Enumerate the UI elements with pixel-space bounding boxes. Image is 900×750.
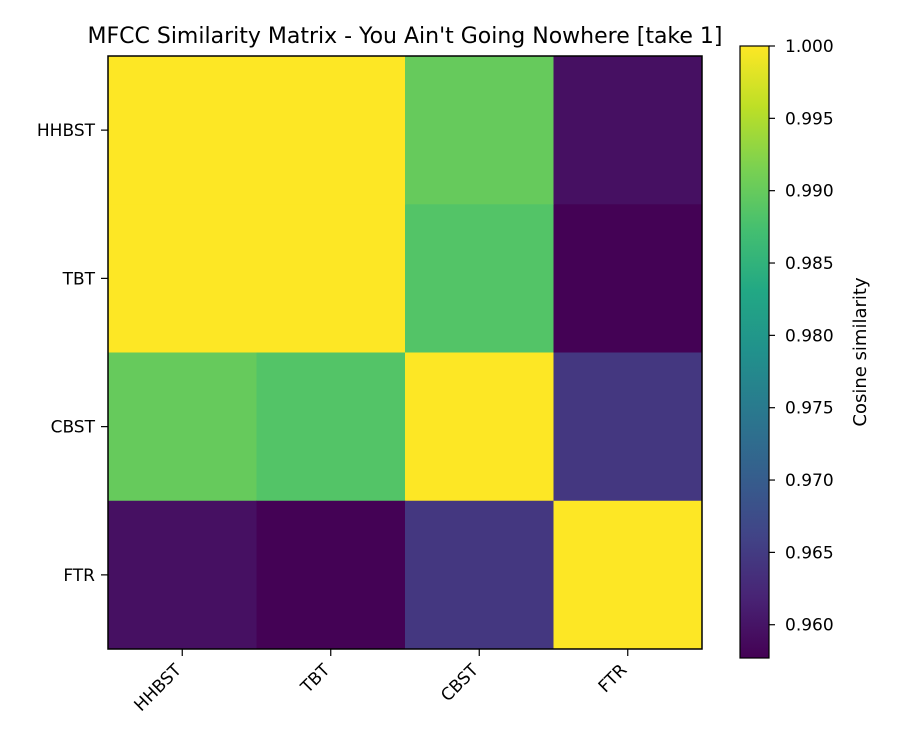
colorbar [739, 45, 770, 659]
heatmap-cell-hhbst-tbt [256, 56, 406, 205]
heatmap-cell-cbst-hhbst [108, 352, 257, 502]
colorbar-tick-label: 0.985 [785, 254, 834, 274]
x-tick-label-ftr: FTR [595, 660, 632, 697]
heatmap-cell-hhbst-hhbst [108, 56, 257, 205]
colorbar-label: Cosine similarity [850, 277, 871, 427]
colorbar-tick-label: 0.960 [785, 616, 834, 636]
heatmap-cell-tbt-ftr [553, 204, 703, 353]
x-tick-label-tbt: TBT [296, 660, 334, 698]
heatmap-cell-tbt-tbt [256, 204, 406, 353]
x-tick-label-hhbst: HHBST [131, 660, 187, 716]
colorbar-tick-label: 1.000 [785, 37, 834, 57]
colorbar-tick-label: 0.990 [785, 182, 834, 202]
heatmap-cell-tbt-hhbst [108, 204, 257, 353]
heatmap-cell-ftr-cbst [405, 500, 554, 650]
colorbar-tick-label: 0.975 [785, 399, 834, 419]
colorbar-tick-label: 0.980 [785, 326, 834, 346]
x-axis: HHBST TBT CBST FTR [131, 649, 632, 716]
heatmap-cell-hhbst-ftr [553, 56, 703, 205]
y-tick-label-ftr: FTR [63, 566, 95, 586]
colorbar-tick-label: 0.970 [785, 471, 834, 491]
heatmap-cell-cbst-cbst [405, 352, 554, 502]
heatmap-cell-cbst-ftr [553, 352, 703, 502]
plot-frame [107, 55, 703, 650]
x-tick-label-cbst: CBST [437, 660, 483, 706]
y-tick-label-tbt: TBT [62, 269, 96, 289]
y-tick-label-cbst: CBST [51, 418, 96, 438]
heatmap-cell-hhbst-cbst [405, 56, 554, 205]
y-axis: HHBST TBT CBST FTR [37, 121, 108, 586]
colorbar-tick-label: 0.995 [785, 109, 834, 129]
heatmap-cell-tbt-cbst [405, 204, 554, 353]
heatmap-cells [108, 56, 703, 650]
colorbar-axis: 0.960 0.965 0.970 0.975 0.980 0.985 0.990 0.995… [769, 37, 834, 636]
colorbar-tick-label: 0.965 [785, 543, 834, 563]
heatmap-cell-ftr-tbt [256, 500, 406, 650]
heatmap-cell-ftr-ftr [553, 500, 703, 650]
y-tick-label-hhbst: HHBST [37, 121, 96, 141]
heatmap-cell-cbst-tbt [256, 352, 406, 502]
heatmap-cell-ftr-hhbst [108, 500, 257, 650]
chart-title: MFCC Similarity Matrix - You Ain't Going… [88, 24, 723, 49]
